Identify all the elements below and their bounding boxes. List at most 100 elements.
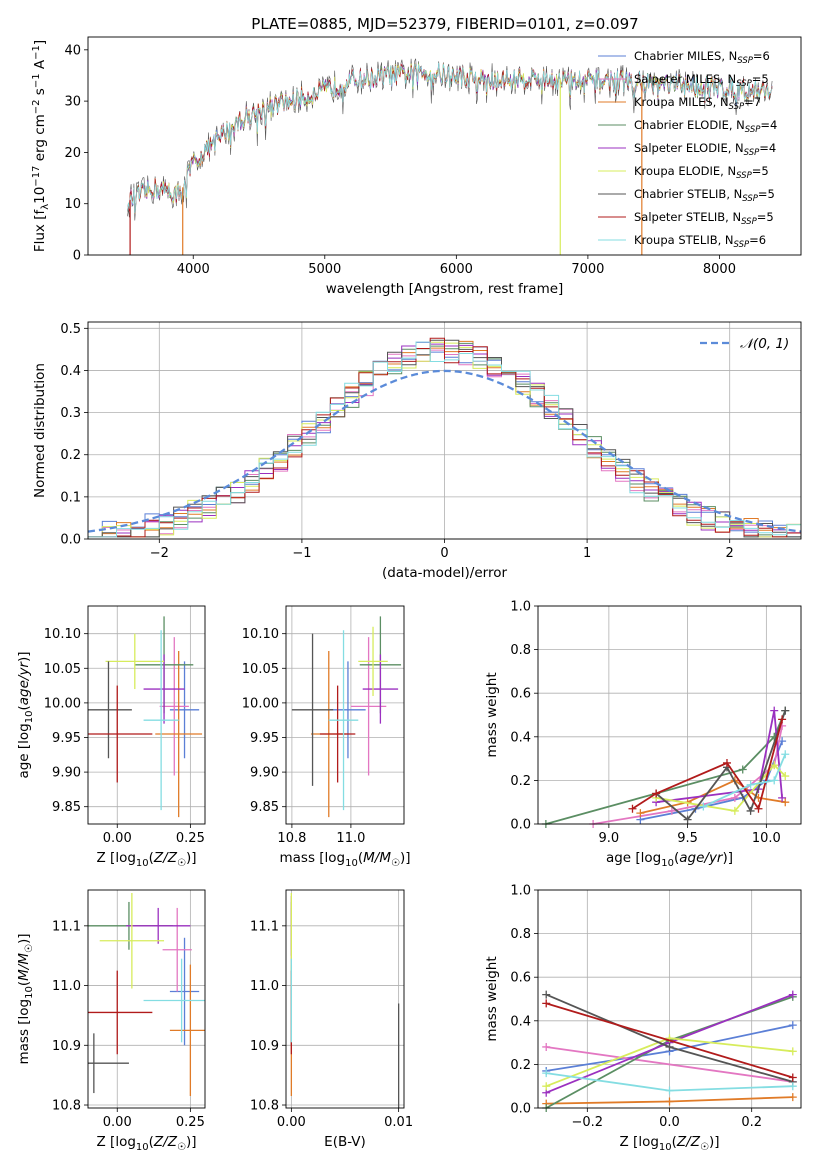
legend-label: Salpeter STELIB, NSSP=5 [634, 210, 774, 227]
y-axis-label: age [log10(age/yr)] [16, 651, 35, 778]
y-tick-label: 0 [73, 249, 81, 264]
x-tick-label: 9.0 [599, 831, 620, 846]
y-tick-label: 0.3 [60, 406, 81, 421]
weight-marker [699, 802, 708, 811]
legend-item-salpeter-elodie: Salpeter ELODIE, NSSP=4 [598, 141, 776, 158]
mass_vs_ebv-panel: 0.00 0.01 10.8 10.9 11.0 11.1 E(B-V) [250, 889, 413, 1150]
residual-hist-kroupa-stelib [88, 341, 801, 538]
axes-frame [537, 605, 802, 825]
weight-marker [770, 776, 779, 785]
age_vs_mass-plot-area [291, 616, 402, 818]
age_vs_mass-panel: 10.8 11.0 9.85 9.90 9.95 10.00 10.05 10.10 mass … [242, 605, 411, 869]
residuals-panel: −2 −1 0 1 2 0.0 0.1 0.2 0.3 0.4 0.5 (data-model)/er… [32, 321, 802, 581]
y-tick-label: 11.1 [250, 919, 279, 934]
weight-marker [778, 715, 787, 724]
legend-label: Chabrier ELODIE, NSSP=4 [634, 118, 777, 135]
weight-marker [788, 1082, 797, 1091]
y-tick-label: 11.0 [52, 979, 81, 994]
weight-marker [781, 798, 790, 807]
y-axis-label: Normed distribution [32, 363, 48, 498]
errorbar-kroupa-elodie [99, 892, 165, 989]
y-tick-label: 10.10 [44, 627, 81, 642]
mass_vs_Z-plot-area [88, 892, 205, 1097]
weight-marker [636, 809, 645, 818]
weight-marker [542, 1082, 551, 1091]
errorbar-salpeter-elodie [143, 654, 185, 724]
x-tick-label: 0 [440, 546, 448, 561]
errorbar-chabrier-stelib [291, 633, 334, 786]
errorbar-kroupa-stelib [328, 630, 359, 811]
legend-item-chabrier-elodie: Chabrier ELODIE, NSSP=4 [598, 118, 777, 135]
errorbar-chabrier-miles [169, 937, 200, 1046]
errorbar-chabrier-miles [330, 661, 366, 759]
legend-item-kroupa-miles: Kroupa MILES, NSSP=7 [598, 95, 761, 112]
spectrum-line-kroupa-stelib [127, 62, 773, 214]
weight-line [545, 1002, 794, 1079]
y-tick-label: 9.90 [52, 766, 81, 781]
x-tick-label: −1 [292, 546, 311, 561]
mass_weight_vs_age-panel: 9.0 9.5 10.0 0.0 0.2 0.4 0.6 0.8 1.0 age [log10(a… [484, 600, 802, 869]
x-tick-label: 11.0 [336, 831, 365, 846]
x-tick-label: −0.2 [572, 1115, 604, 1130]
normal-curve [87, 369, 802, 533]
y-tick-label: 10.8 [52, 1099, 81, 1114]
weight-line [703, 753, 787, 808]
weight-marker [542, 990, 551, 999]
y-tick-label: 10.9 [250, 1039, 279, 1054]
weight-marker [746, 780, 755, 789]
x-tick-label: 0.0 [659, 1115, 680, 1130]
weight-series-kroupa-miles [542, 1093, 797, 1108]
weight-marker [665, 1097, 674, 1106]
weight-series-salpeter-elodie [542, 990, 797, 1097]
y-tick-label: 20 [64, 146, 81, 161]
weight-marker [628, 804, 637, 813]
y-tick-label: 9.95 [52, 731, 81, 746]
errorbar-kroupa-miles [155, 650, 203, 818]
errorbar-kroupa-elodie [358, 626, 388, 696]
x-tick-label: 0.25 [176, 831, 205, 846]
weight-marker [788, 1093, 797, 1102]
axes-frame [537, 889, 802, 1109]
weight-marker [665, 1042, 674, 1051]
x-tick-label: 2 [726, 546, 734, 561]
y-tick-label: 9.85 [250, 800, 279, 815]
age_vs_Z-plot-area [88, 616, 203, 818]
residual-hist-salpeter-stelib [88, 337, 801, 538]
errorbar-chabrier-stelib [88, 661, 132, 759]
residuals-plot-area [87, 337, 802, 538]
y-tick-label: 10.00 [44, 696, 81, 711]
y-tick-label: 1.0 [510, 600, 531, 615]
y-tick-label: 0.0 [60, 533, 81, 548]
axes-frame [87, 36, 802, 256]
y-axis-label: mass weight [484, 672, 500, 757]
weight-line [546, 1046, 793, 1083]
y-tick-label: 0.1 [60, 490, 81, 505]
weight-marker [754, 804, 763, 813]
axes-frame [285, 605, 405, 825]
y-tick-label: 10.10 [242, 627, 279, 642]
legend-item-salpeter-stelib: Salpeter STELIB, NSSP=5 [598, 210, 774, 227]
weight-series-kroupa-elodie [652, 761, 790, 815]
y-axis-label: mass weight [484, 956, 500, 1041]
y-tick-label: 1.0 [510, 884, 531, 899]
y-tick-label: 10.9 [52, 1039, 81, 1054]
y-tick-label: 0.0 [510, 1102, 531, 1117]
legend-label: Kroupa STELIB, NSSP=6 [634, 233, 766, 250]
errorbar-kroupa-stelib [143, 958, 205, 1043]
legend-label: Chabrier MILES, NSSP=6 [634, 49, 770, 66]
legend-item-salpeter-miles: Salpeter MILES, NSSP=5 [598, 72, 769, 89]
x-axis-label: E(B-V) [324, 1134, 366, 1150]
y-tick-label: 9.95 [250, 731, 279, 746]
x-tick-label: 9.5 [677, 831, 698, 846]
y-tick-label: 0.2 [60, 448, 81, 463]
errorbar-kroupa-elodie [105, 633, 165, 690]
y-tick-label: 0.8 [510, 643, 531, 658]
y-axis-label: mass [log10(M/M☉)] [16, 933, 35, 1064]
weight-marker [738, 765, 747, 774]
weight-marker [667, 806, 676, 815]
weight-marker [788, 1021, 797, 1030]
legend-label: 𝒩(0, 1) [740, 336, 789, 352]
weight-marker [788, 990, 797, 999]
mass_vs_ebv-plot-area [290, 892, 400, 1108]
weight-marker [781, 706, 790, 715]
